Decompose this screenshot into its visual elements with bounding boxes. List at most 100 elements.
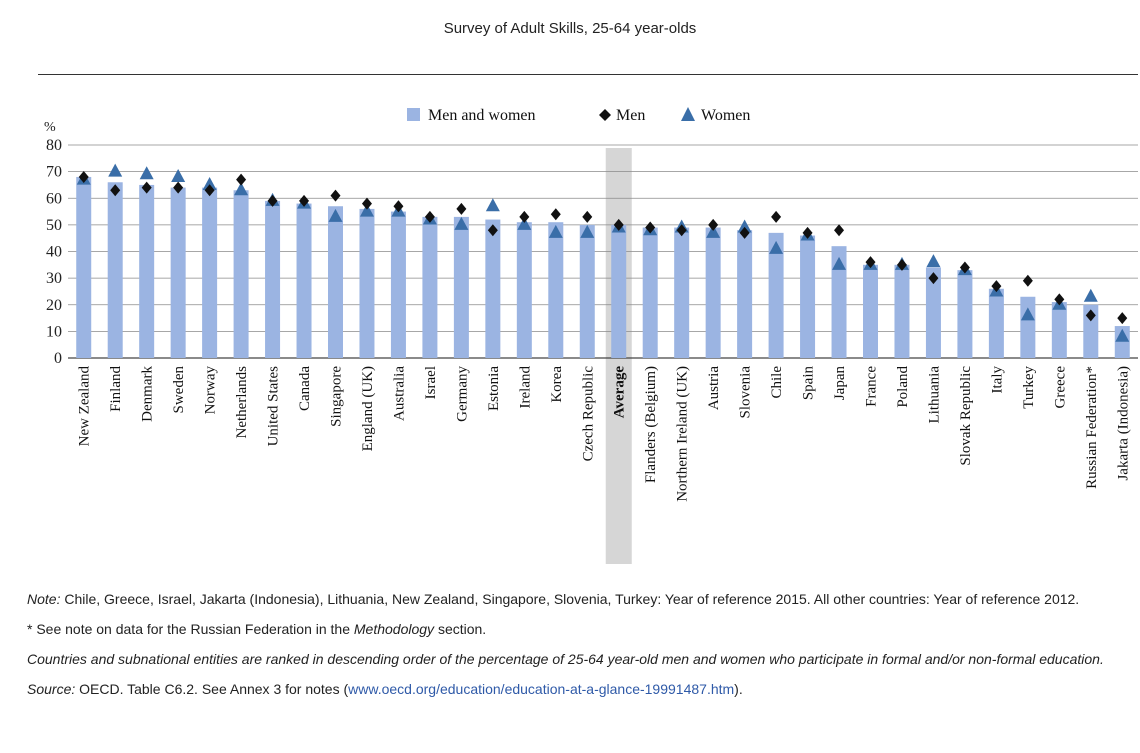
bar: [76, 176, 92, 358]
men-marker: [928, 272, 939, 285]
bar: [1051, 302, 1067, 358]
y-axis-label: %: [44, 120, 56, 135]
women-marker: [1083, 288, 1098, 302]
men-marker: [739, 226, 750, 239]
men-marker: [802, 226, 813, 239]
category-label: England (UK): [360, 366, 376, 451]
bar: [1083, 304, 1099, 358]
legend-label: Women: [701, 107, 750, 124]
men-marker: [550, 208, 561, 221]
russian-note-prefix: * See note on data for the Russian Feder…: [27, 621, 354, 637]
category-label: Singapore: [329, 366, 345, 427]
bar: [800, 235, 816, 358]
men-marker: [834, 224, 845, 237]
bar: [296, 203, 312, 358]
category-label: New Zealand: [77, 366, 93, 447]
bar: [359, 208, 375, 358]
note-text: Chile, Greece, Israel, Jakarta (Indonesi…: [60, 591, 1080, 607]
legend-label: Men and women: [428, 107, 536, 124]
men-marker: [896, 258, 907, 271]
y-tick-label: 20: [46, 297, 62, 314]
bar: [265, 200, 281, 358]
bar: [642, 227, 658, 358]
y-tick-label: 50: [46, 217, 62, 234]
category-label: Israel: [423, 366, 439, 399]
russian-note-suffix: section.: [434, 621, 487, 637]
men-marker: [204, 184, 215, 197]
category-label: Chile: [769, 366, 785, 399]
women-marker: [517, 216, 532, 230]
divider-line: [38, 74, 1138, 75]
bar: [957, 270, 973, 358]
bar: [453, 216, 469, 358]
men-marker: [708, 218, 719, 231]
bar: [139, 184, 155, 358]
bar: [422, 216, 438, 358]
men-marker: [865, 256, 876, 269]
men-marker: [959, 261, 970, 274]
y-tick-label: 80: [46, 137, 62, 154]
note-paragraph: Note: Chile, Greece, Israel, Jakarta (In…: [27, 587, 1137, 611]
men-marker: [78, 170, 89, 183]
category-label: Estonia: [486, 366, 502, 411]
bar: [768, 232, 784, 358]
category-label: Northern Ireland (UK): [675, 366, 691, 502]
men-marker: [519, 210, 530, 223]
source-link[interactable]: www.oecd.org/education/education-at-a-gl…: [348, 681, 735, 697]
legend-men-marker: [599, 109, 611, 121]
men-marker: [393, 200, 404, 213]
category-label: Canada: [297, 366, 313, 411]
category-label: Lithuania: [926, 366, 942, 424]
bar: [390, 211, 406, 358]
category-label: Slovenia: [738, 366, 754, 419]
category-label: Czech Republic: [580, 366, 596, 462]
category-label: France: [864, 366, 880, 407]
category-label: Spain: [801, 366, 817, 401]
women-marker: [737, 219, 752, 233]
legend-label: Men: [616, 107, 645, 124]
men-marker: [236, 173, 247, 186]
category-label: Turkey: [1021, 366, 1037, 409]
source-text: OECD. Table C6.2. See Annex 3 for notes …: [75, 681, 349, 697]
y-tick-label: 10: [46, 323, 62, 340]
women-marker: [485, 198, 500, 212]
men-marker: [110, 184, 121, 197]
category-label: Poland: [895, 366, 911, 408]
source-label: Source:: [27, 681, 76, 697]
men-marker: [991, 280, 1002, 293]
chart-subtitle: Survey of Adult Skills, 25-64 year-olds: [443, 20, 697, 37]
category-label: Netherlands: [234, 366, 250, 439]
legend-bar-swatch: [407, 108, 420, 121]
russian-note-italic: Methodology: [353, 621, 435, 637]
y-tick-label: 0: [54, 350, 62, 367]
bar: [863, 264, 878, 358]
category-label: Italy: [989, 366, 1005, 394]
bar: [894, 264, 910, 358]
category-label: Australia: [391, 366, 407, 421]
bar: [548, 222, 564, 358]
bar: [107, 182, 123, 358]
chart-notes: Note: Chile, Greece, Israel, Jakarta (In…: [27, 587, 1137, 707]
men-marker: [582, 210, 593, 223]
bar: [170, 187, 186, 358]
bar-chart: 0 10 20 30 40 50 60 70 80% New Zealand Finland Denm…: [44, 107, 1138, 564]
men-marker: [299, 194, 310, 207]
men-marker: [613, 218, 624, 231]
y-tick-label: 40: [46, 244, 62, 261]
bar: [233, 190, 249, 358]
category-label: Austria: [706, 366, 722, 411]
category-label: Greece: [1052, 366, 1068, 409]
y-tick-label: 30: [46, 270, 62, 287]
women-marker: [108, 163, 123, 177]
men-marker: [424, 210, 435, 223]
category-label: Japan: [832, 366, 848, 401]
category-label: Russian Federation*: [1084, 366, 1100, 489]
bar: [202, 187, 218, 358]
y-tick-label: 60: [46, 190, 62, 207]
russian-note: * See note on data for the Russian Feder…: [27, 617, 1137, 641]
category-label: Average: [612, 366, 628, 419]
ranking-note: Countries and subnational entities are r…: [27, 651, 1104, 667]
women-marker: [234, 182, 249, 196]
bar: [579, 224, 595, 358]
men-marker: [1117, 312, 1128, 325]
